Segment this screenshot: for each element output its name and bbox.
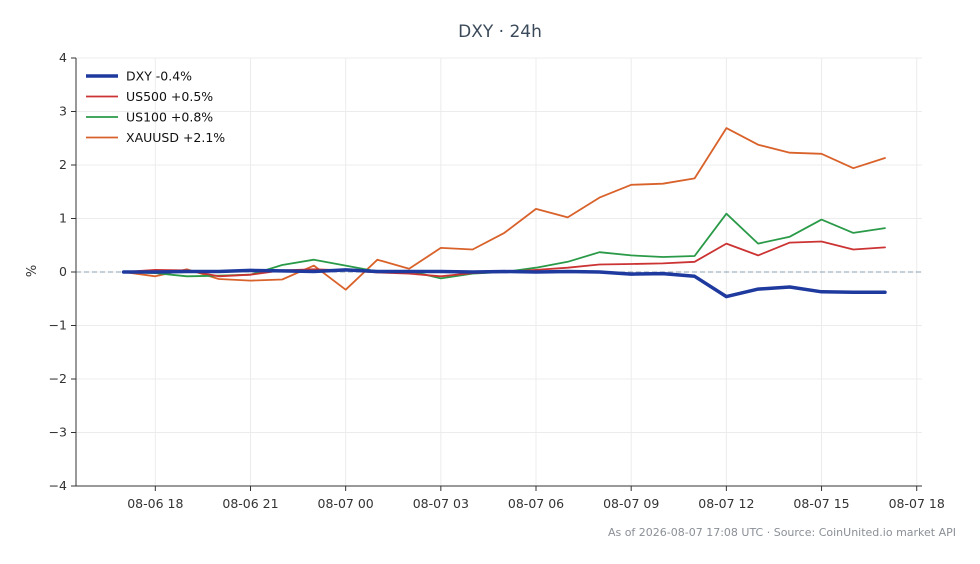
x-tick-label: 08-07 06 — [508, 496, 564, 511]
x-tick-label: 08-07 00 — [318, 496, 374, 511]
x-ticks: 08-06 18 08-06 21 08-07 00 08-07 03 08-07 06… — [127, 486, 945, 511]
source-footer: As of 2026-08-07 17:08 UTC · Source: Coi… — [607, 526, 956, 539]
y-tick-label: −2 — [49, 371, 67, 386]
y-tick-label: 2 — [59, 157, 67, 172]
y-axis-label: % — [25, 265, 40, 277]
x-tick-label: 08-07 12 — [698, 496, 754, 511]
series-lines — [121, 127, 887, 299]
legend-label: US500 +0.5% — [126, 89, 213, 104]
y-tick-label: 0 — [59, 264, 67, 279]
legend-label: US100 +0.8% — [126, 110, 213, 125]
y-tick-label: 1 — [59, 211, 67, 226]
y-tick-label: −4 — [49, 478, 67, 493]
y-ticks: 4 3 2 1 0 −1 −2 −3 −4 — [49, 50, 76, 493]
series-line-us100 — [122, 212, 886, 280]
x-tick-label: 08-07 15 — [793, 496, 849, 511]
y-tick-label: 4 — [59, 50, 67, 65]
y-tick-label: 3 — [59, 104, 67, 119]
series-line-dxy — [121, 268, 887, 299]
legend: DXY -0.4% US500 +0.5% US100 +0.8% XAUUSD +2… — [86, 69, 225, 145]
legend-label: DXY -0.4% — [126, 69, 192, 84]
series-line-xauusd — [122, 127, 886, 291]
y-tick-label: −3 — [49, 425, 67, 440]
x-tick-label: 08-07 03 — [413, 496, 469, 511]
x-tick-label: 08-06 18 — [127, 496, 183, 511]
y-tick-label: −1 — [49, 318, 67, 333]
x-tick-label: 08-07 09 — [603, 496, 659, 511]
chart-title: DXY · 24h — [458, 22, 542, 42]
x-tick-label: 08-06 21 — [222, 496, 278, 511]
legend-label: XAUUSD +2.1% — [126, 130, 225, 145]
x-tick-label: 08-07 18 — [889, 496, 945, 511]
